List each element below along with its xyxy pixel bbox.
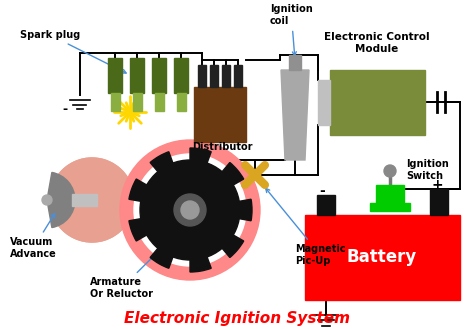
- Bar: [198, 65, 206, 87]
- Wedge shape: [50, 158, 103, 242]
- Polygon shape: [281, 70, 309, 160]
- Bar: [111, 93, 120, 111]
- Circle shape: [181, 201, 199, 219]
- Wedge shape: [190, 210, 244, 258]
- Wedge shape: [129, 210, 190, 241]
- Wedge shape: [190, 148, 211, 210]
- Bar: [317, 195, 335, 215]
- Text: Distributor: Distributor: [192, 142, 253, 152]
- Wedge shape: [190, 199, 252, 221]
- Bar: [177, 93, 186, 111]
- Text: Electronic Control
Module: Electronic Control Module: [324, 32, 430, 54]
- Circle shape: [120, 140, 260, 280]
- Bar: [376, 185, 404, 207]
- Bar: [133, 93, 142, 111]
- Bar: [210, 65, 218, 87]
- Text: Ignition
coil: Ignition coil: [270, 4, 313, 56]
- Wedge shape: [92, 160, 134, 240]
- Text: Battery: Battery: [347, 248, 417, 266]
- Wedge shape: [150, 152, 190, 210]
- Bar: [318, 80, 330, 125]
- Bar: [194, 87, 246, 142]
- Wedge shape: [47, 172, 75, 228]
- Text: Ignition
Switch: Ignition Switch: [406, 159, 449, 181]
- Bar: [330, 70, 425, 135]
- Bar: [155, 93, 164, 111]
- Circle shape: [42, 195, 52, 205]
- Circle shape: [174, 194, 206, 226]
- Text: Armature
Or Reluctor: Armature Or Reluctor: [90, 243, 167, 299]
- Bar: [234, 65, 242, 87]
- Text: Vacuum
Advance: Vacuum Advance: [10, 214, 57, 259]
- Circle shape: [140, 160, 240, 260]
- Bar: [108, 58, 122, 93]
- Bar: [430, 189, 448, 215]
- Text: Electronic Ignition System: Electronic Ignition System: [124, 311, 350, 325]
- Wedge shape: [150, 210, 190, 268]
- Bar: [305, 215, 460, 300]
- Wedge shape: [190, 163, 244, 210]
- Bar: [370, 203, 410, 211]
- Wedge shape: [129, 179, 190, 210]
- Bar: [152, 58, 166, 93]
- Text: -: -: [319, 184, 325, 198]
- Circle shape: [50, 158, 134, 242]
- Bar: [289, 55, 301, 70]
- Circle shape: [384, 165, 396, 177]
- Text: Magnetic
Pic-Up: Magnetic Pic-Up: [266, 188, 346, 266]
- Text: -: -: [62, 104, 67, 116]
- Text: Spark plug: Spark plug: [20, 30, 126, 73]
- Bar: [130, 58, 144, 93]
- Bar: [174, 58, 188, 93]
- Wedge shape: [190, 210, 211, 272]
- Bar: [222, 65, 230, 87]
- Bar: [72, 194, 97, 206]
- Text: +: +: [432, 178, 444, 192]
- Circle shape: [134, 154, 246, 266]
